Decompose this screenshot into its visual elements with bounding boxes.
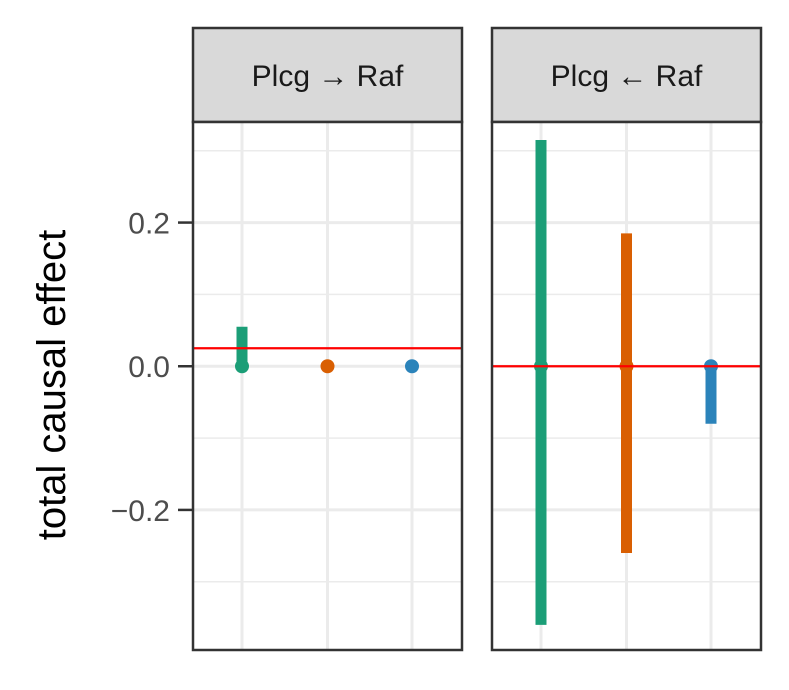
y-tick-label: 0.2 bbox=[128, 208, 170, 241]
facet-title: Plcg → Raf bbox=[252, 60, 404, 93]
facet-strip bbox=[490, 26, 763, 124]
data-point bbox=[320, 359, 335, 374]
data-point bbox=[405, 359, 419, 374]
panels: Plcg → Raf Plcg ← Raf bbox=[191, 26, 763, 652]
y-axis-title: total causal effect bbox=[30, 230, 74, 541]
panel-border bbox=[191, 120, 464, 652]
facet-title: Plcg ← Raf bbox=[551, 60, 703, 93]
y-axis: −0.2 0.0 0.2 bbox=[111, 208, 193, 528]
y-tick-label: −0.2 bbox=[111, 495, 170, 528]
panel-border bbox=[490, 120, 763, 652]
y-tick-label: 0.0 bbox=[128, 351, 170, 384]
facet-panel: Plcg → Raf bbox=[191, 26, 464, 652]
data-point bbox=[235, 359, 249, 374]
facet-strip bbox=[191, 26, 464, 124]
facet-panel: Plcg ← Raf bbox=[490, 26, 763, 652]
